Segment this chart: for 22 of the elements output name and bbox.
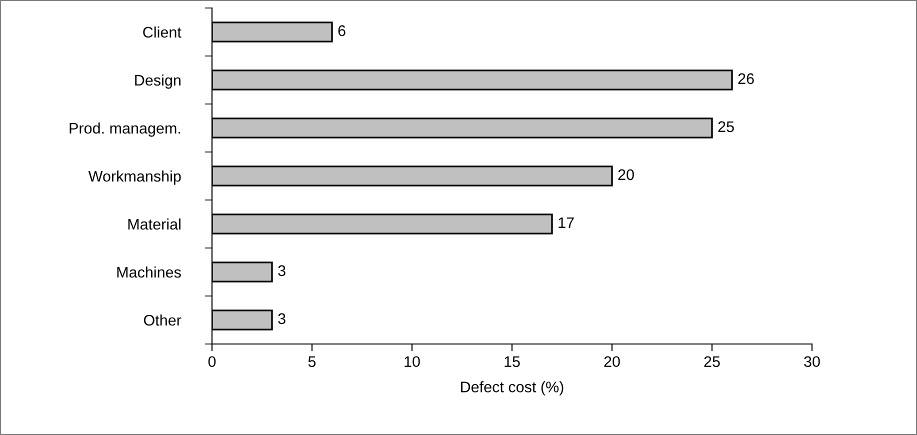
data-label: 6 <box>338 25 346 36</box>
x-tick-label: 25 <box>704 356 720 368</box>
y-tick-label: Machines <box>117 266 181 278</box>
y-tick-label: Other <box>144 314 182 326</box>
data-label: 20 <box>618 169 634 180</box>
data-label: 26 <box>738 73 754 84</box>
data-label: 17 <box>558 217 574 228</box>
y-tick-label: Material <box>128 218 180 230</box>
data-label: 3 <box>278 313 286 324</box>
x-tick-label: 30 <box>804 356 820 368</box>
x-tick-label: 10 <box>404 356 420 368</box>
x-tick-label: 15 <box>504 356 520 368</box>
x-axis-title: Defect cost (%) <box>461 381 564 396</box>
x-tick-label: 0 <box>208 356 216 368</box>
x-tick-label: 20 <box>604 356 620 368</box>
data-label: 25 <box>718 121 734 132</box>
data-label: 3 <box>278 265 286 276</box>
y-tick-label: Client <box>143 26 182 38</box>
y-tick-label: Prod. managem. <box>70 122 180 137</box>
y-tick-label: Design <box>135 74 180 89</box>
x-tick-label: 5 <box>308 356 316 368</box>
y-tick-label: Workmanship <box>88 170 181 185</box>
